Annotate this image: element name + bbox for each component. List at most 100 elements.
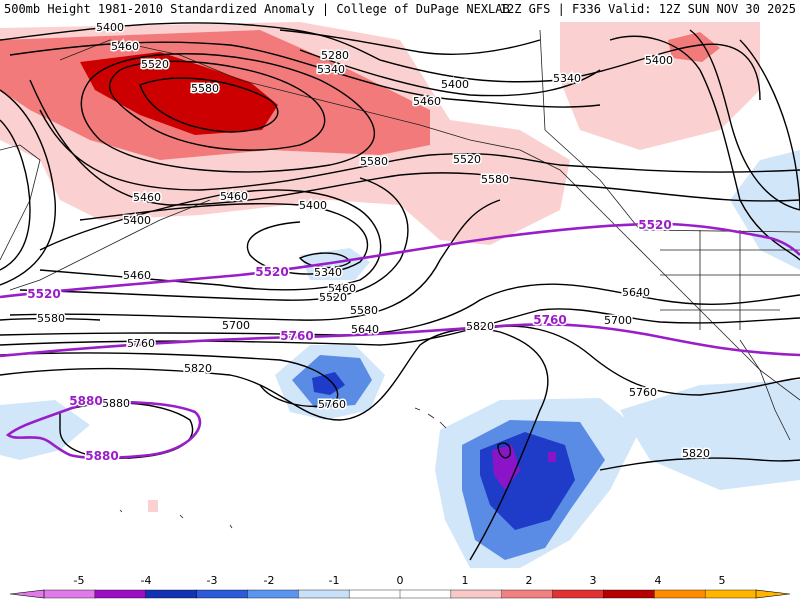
baja-coast (739, 339, 791, 441)
canada-border (539, 29, 800, 233)
colorbar-segments (43, 589, 757, 599)
colorbar-segment (450, 589, 503, 599)
colorbar-segment (704, 589, 757, 599)
colorbar-tick: 4 (655, 574, 662, 587)
anomaly-minus1-region-se (620, 380, 800, 490)
colorbar-segment (654, 589, 706, 599)
colorbar-tick-labels: -5 -4 -3 -2 -1 0 1 2 3 4 5 (74, 574, 726, 587)
anomaly-plus2-region-ne (668, 32, 720, 62)
contour-label: 5340 (553, 72, 581, 85)
colorbar-tick: 5 (719, 574, 726, 587)
colorbar-segment (348, 589, 401, 599)
anomaly-minus4-dot (548, 452, 556, 462)
pacific-atolls (119, 509, 233, 529)
height-contours (0, 22, 800, 561)
contour-label: 5280 (321, 49, 349, 62)
contour-5280 (279, 29, 541, 56)
contour-label: 5580 (360, 155, 388, 168)
colorbar-tick: -1 (329, 574, 340, 587)
colorbar-tick: 2 (526, 574, 533, 587)
contour-label: 5400 (441, 78, 469, 91)
aleutian-islands (9, 199, 211, 291)
contour-label: 5760 (318, 398, 346, 411)
climo-label: 5760 (533, 313, 566, 327)
anomaly-minus1-region-mid (300, 248, 370, 280)
contour-label: 5820 (184, 362, 212, 375)
contour-label: 5580 (350, 304, 378, 317)
colorbar-segment (501, 589, 554, 599)
contour-5520-mid (19, 177, 409, 301)
colorbar-segment (196, 589, 249, 599)
climo-5520-line (0, 222, 800, 299)
contour-5760-east (479, 325, 800, 396)
colorbar-left-arrow (9, 589, 45, 599)
colorbar-tick: -3 (207, 574, 218, 587)
climo-label: 5880 (69, 394, 102, 408)
anomaly-map: 5400 5460 5280 5340 5520 5580 5400 5460 … (0, 18, 800, 568)
contour-label: 5700 (604, 314, 632, 327)
contour-label: 5640 (622, 286, 650, 299)
contour-5640 (0, 283, 800, 336)
contour-label: 5760 (629, 386, 657, 399)
climo-label: 5520 (255, 265, 288, 279)
colorbar-tick: 3 (590, 574, 597, 587)
contour-label: 5820 (466, 320, 494, 333)
colorbar-tick: 1 (462, 574, 469, 587)
colorbar-segment (298, 589, 350, 599)
us-states-grid (660, 230, 800, 330)
contour-label: 5400 (123, 214, 151, 227)
contour-label: 5460 (123, 269, 151, 282)
anomaly-plus3-region (80, 52, 278, 135)
contour-5580-sw (0, 317, 101, 321)
contour-label: 5400 (645, 54, 673, 67)
colorbar-tick: -5 (74, 574, 85, 587)
colorbar-tick: -2 (264, 574, 275, 587)
map-header: 500mb Height 1981-2010 Standardized Anom… (0, 0, 800, 18)
contour-west-arc2 (0, 119, 31, 271)
contour-5460-ring (80, 53, 376, 173)
land-outlines (0, 29, 800, 529)
contour-label: 5580 (37, 312, 65, 325)
contour-5400-north (0, 22, 761, 101)
contour-label: 5640 (351, 323, 379, 336)
climo-5880-loop (5, 401, 202, 460)
colorbar-segment (247, 589, 299, 599)
contour-5580-long (29, 79, 800, 206)
contour-5580-mid (9, 199, 501, 321)
contour-5580-ring (139, 77, 279, 133)
model-valid-time: 12Z GFS | F336 Valid: 12Z SUN NOV 30 202… (499, 2, 796, 16)
contour-5460-mid (39, 189, 382, 291)
colorbar-right-arrow (755, 589, 791, 599)
contour-label: 5400 (96, 21, 124, 34)
colorbar-segment (43, 589, 96, 599)
colorbar-segment (552, 589, 605, 599)
contour-5820-se (599, 457, 800, 471)
contour-east-arc (739, 39, 800, 211)
contour-label: 5340 (317, 63, 345, 76)
climo-5760-line (0, 323, 800, 358)
colorbar-segment (94, 589, 147, 599)
contour-label: 5820 (682, 447, 710, 460)
colorbar-tick: -4 (141, 574, 152, 587)
contour-5460-ne (689, 29, 800, 211)
contour-label: 5520 (319, 291, 347, 304)
colorbar-segment (145, 589, 198, 599)
contour-5760 (0, 352, 339, 407)
anomaly-minus1-region-east (730, 150, 800, 270)
contour-5820 (0, 328, 549, 561)
contour-5340 (299, 49, 601, 97)
anomaly-minus1-region-sw (0, 400, 90, 460)
colorbar-segment (399, 589, 452, 599)
contour-west-arc (0, 89, 56, 286)
climo-label: 5760 (280, 329, 313, 343)
color-scale-bar: -5 -4 -3 -2 -1 0 1 2 3 4 5 (0, 572, 800, 600)
contour-label: 5460 (413, 95, 441, 108)
anomaly-plus1-dot (148, 500, 158, 512)
hawaii-islands (414, 407, 447, 429)
contour-label: 5460 (133, 191, 161, 204)
contour-label: 5760 (127, 337, 155, 350)
contour-label: 5520 (141, 58, 169, 71)
contour-5400-mid (79, 202, 369, 275)
climo-label: 5520 (27, 287, 60, 301)
contour-label: 5580 (481, 173, 509, 186)
